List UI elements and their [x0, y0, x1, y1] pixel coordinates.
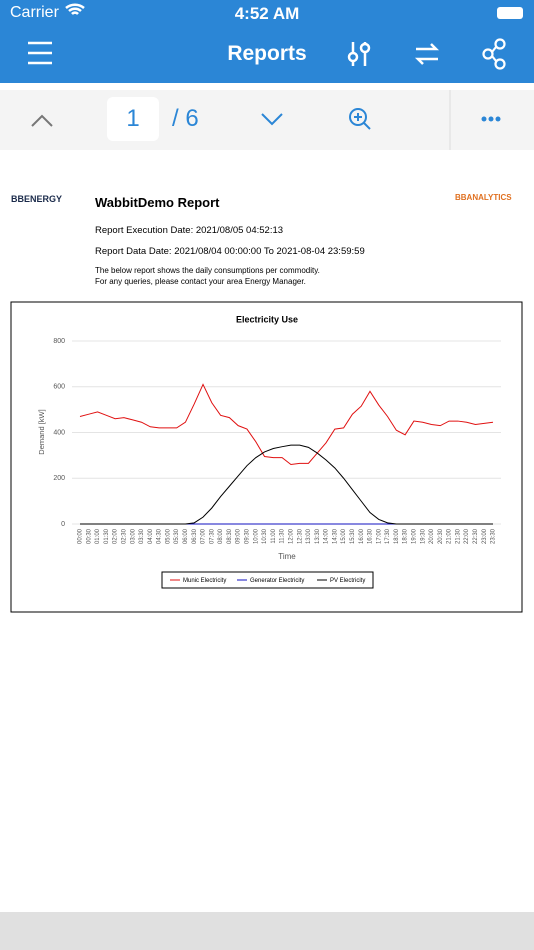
- next-button[interactable]: [261, 113, 283, 126]
- more-button[interactable]: [481, 116, 501, 122]
- x-tick-label: 13:00: [306, 528, 312, 544]
- x-tick-label: 07:30: [209, 528, 215, 544]
- x-tick-label: 08:00: [218, 528, 224, 544]
- x-tick-label: 04:00: [148, 528, 154, 544]
- series-line: [80, 444, 493, 525]
- header: [0, 0, 534, 83]
- x-tick-label: 17:00: [376, 528, 382, 544]
- x-tick-label: 17:30: [385, 528, 391, 544]
- x-tick-label: 14:00: [324, 528, 330, 544]
- y-tick-label: 0: [61, 521, 65, 528]
- y-tick-label: 200: [53, 475, 65, 482]
- legend-label: Generator Electricity: [250, 578, 304, 584]
- x-tick-label: 22:00: [464, 528, 470, 544]
- x-tick-label: 03:00: [130, 528, 136, 544]
- x-tick-label: 23:30: [491, 528, 497, 544]
- x-tick-label: 12:30: [297, 528, 303, 544]
- x-tick-label: 14:30: [332, 528, 338, 544]
- x-tick-label: 05:00: [165, 528, 171, 544]
- x-tick-label: 18:30: [403, 528, 409, 544]
- legend-label: Munic Electricity: [183, 578, 226, 584]
- x-axis-title: Time: [278, 552, 296, 561]
- battery-icon: [497, 7, 523, 19]
- left-logo: BBENERGY: [11, 194, 63, 204]
- y-tick-label: 800: [53, 338, 65, 345]
- x-tick-label: 00:30: [86, 528, 92, 544]
- x-tick-label: 02:00: [113, 528, 119, 544]
- x-tick-label: 09:30: [245, 528, 251, 544]
- x-tick-label: 21:00: [447, 528, 453, 544]
- x-tick-label: 16:00: [359, 528, 365, 544]
- x-tick-label: 08:30: [227, 528, 233, 544]
- x-tick-label: 06:30: [192, 528, 198, 544]
- report-title: WabbitDemo Report: [95, 195, 220, 210]
- x-tick-label: 19:00: [411, 528, 417, 544]
- x-tick-label: 01:30: [104, 528, 110, 544]
- description-line: For any queries, please contact your are…: [95, 277, 306, 286]
- current-page: 1: [126, 105, 140, 132]
- legend-box: [161, 571, 374, 589]
- page-count: / 6: [172, 105, 199, 132]
- x-tick-label: 15:30: [350, 528, 356, 544]
- x-tick-label: 23:00: [482, 528, 488, 544]
- x-tick-label: 16:30: [368, 528, 374, 544]
- execution-date: Report Execution Date: 2021/08/05 04:52:…: [95, 225, 284, 236]
- x-tick-label: 00:00: [78, 528, 84, 544]
- menu-button[interactable]: [28, 41, 52, 65]
- x-tick-label: 04:30: [157, 528, 163, 544]
- series-line: [79, 383, 494, 466]
- nav-title: Reports: [227, 42, 307, 65]
- x-tick-label: 09:00: [236, 528, 242, 544]
- x-tick-label: 20:30: [438, 528, 444, 544]
- carrier: Carrier: [10, 4, 59, 21]
- wifi-icon: [65, 3, 85, 15]
- x-tick-label: 06:00: [183, 528, 189, 544]
- x-tick-label: 22:30: [473, 528, 479, 544]
- x-tick-label: 03:30: [139, 528, 145, 544]
- filter-button[interactable]: [347, 42, 371, 66]
- clock: 4:52 AM: [234, 4, 300, 23]
- x-tick-label: 11:00: [271, 528, 277, 543]
- y-tick-label: 600: [53, 384, 65, 391]
- chart-frame: [10, 301, 523, 613]
- x-tick-label: 15:00: [341, 528, 347, 544]
- description-line: The below report shows the daily consump…: [95, 266, 320, 275]
- chart-title: Electricity Use: [236, 314, 298, 324]
- page-box[interactable]: [107, 97, 159, 141]
- x-tick-label: 11:30: [280, 528, 286, 543]
- prev-button[interactable]: [31, 114, 53, 127]
- x-tick-label: 10:00: [253, 528, 259, 544]
- share-button[interactable]: [482, 38, 506, 70]
- zoom-button[interactable]: [349, 108, 371, 130]
- right-logo: BBANALYTICS: [455, 193, 512, 202]
- data-date: Report Data Date: 2021/08/04 00:00:00 To…: [95, 246, 365, 257]
- legend-label: PV Electricity: [330, 578, 365, 584]
- x-tick-label: 05:30: [174, 528, 180, 544]
- x-tick-label: 07:00: [201, 528, 207, 544]
- x-tick-label: 20:00: [429, 528, 435, 544]
- x-tick-label: 21:30: [455, 528, 461, 544]
- x-tick-label: 13:30: [315, 528, 321, 544]
- swap-button[interactable]: [414, 43, 440, 65]
- x-tick-label: 01:00: [95, 528, 101, 544]
- y-axis-title: Demand [kW]: [37, 409, 46, 454]
- x-tick-label: 18:00: [394, 528, 400, 544]
- x-tick-label: 02:30: [122, 528, 128, 544]
- icons: [0, 3, 534, 150]
- bottom-bar: [0, 912, 534, 950]
- x-tick-label: 10:30: [262, 528, 268, 544]
- x-tick-label: 19:30: [420, 528, 426, 544]
- y-tick-label: 400: [53, 429, 65, 436]
- x-tick-label: 12:00: [288, 528, 294, 544]
